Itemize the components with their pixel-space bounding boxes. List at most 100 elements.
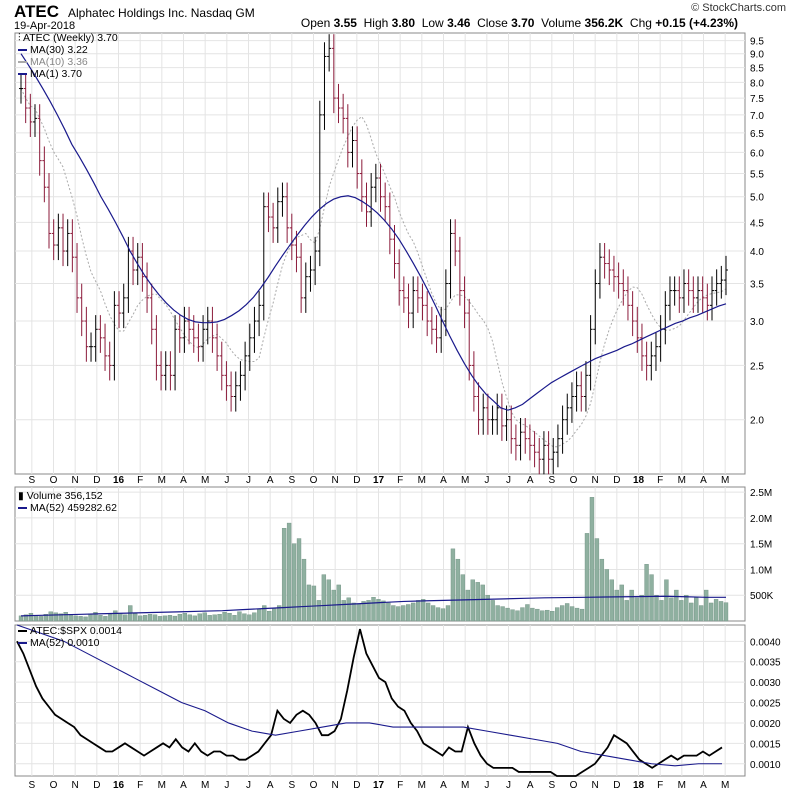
x-tick-label: O — [570, 780, 578, 791]
x-tick-label: 18 — [633, 780, 645, 791]
volume-bar — [406, 604, 411, 622]
volume-bar — [689, 602, 694, 622]
x-tick-label: O — [50, 475, 58, 486]
x-tick-label: S — [28, 780, 35, 791]
volume-bar — [540, 610, 545, 622]
volume-bar — [296, 538, 302, 622]
x-tick-label: J — [506, 475, 511, 486]
x-tick-label: 16 — [113, 780, 125, 791]
volume-bar — [192, 615, 197, 622]
volume-bar — [267, 611, 272, 622]
volume-bar — [480, 584, 485, 622]
y-tick-label: 0.0015 — [750, 739, 781, 750]
volume-bar — [272, 607, 277, 622]
brand-label[interactable]: © StockCharts.com — [691, 2, 786, 14]
y-tick-label: 4.5 — [750, 218, 764, 229]
volume-bar — [440, 608, 446, 622]
volume-bar — [574, 607, 580, 622]
y-tick-label: 0.0010 — [750, 760, 781, 771]
x-tick-label: A — [180, 780, 187, 791]
volume-bar — [182, 613, 188, 622]
volume-bar — [679, 600, 684, 622]
x-tick-label: A — [527, 475, 534, 486]
volume-bar — [669, 597, 674, 622]
volume-bar — [520, 607, 525, 622]
chart-header: ATEC Alphatec Holdings Inc. Nasdaq GM 19… — [0, 0, 800, 34]
volume-bar — [316, 600, 322, 622]
volume-bar — [654, 595, 659, 622]
volume-bar — [376, 599, 381, 622]
volume-bar — [485, 595, 490, 622]
volume-bar — [450, 548, 456, 622]
volume-bar — [38, 616, 44, 622]
x-tick-label: D — [353, 780, 360, 791]
volume-bar — [177, 614, 183, 622]
pane-frame-2 — [14, 624, 746, 777]
x-tick-label: D — [613, 780, 620, 791]
x-tick-label: M — [678, 475, 686, 486]
volume-bar — [157, 616, 163, 622]
volume-bar — [48, 611, 53, 622]
legend-volume: ▮ Volume 356,152 — [18, 490, 103, 502]
volume-bar — [257, 608, 262, 622]
volume-bar — [381, 600, 386, 622]
volume-bar — [699, 605, 704, 622]
volume-bar — [366, 600, 371, 622]
x-tick-label: A — [527, 780, 534, 791]
volume-bar — [500, 606, 505, 622]
volume-bar — [123, 614, 128, 622]
x-tick-label: A — [180, 475, 187, 486]
volume-bar — [555, 607, 560, 622]
x-tick-label: J — [484, 475, 489, 486]
y-tick-label: 7.0 — [750, 111, 764, 122]
volume-bar — [694, 597, 699, 622]
volume-bar — [351, 602, 356, 622]
ticker-symbol: ATEC — [14, 2, 60, 21]
x-tick-label: D — [353, 475, 360, 486]
legend-ma1: MA(1) 3.70 — [18, 68, 118, 80]
volume-bar — [619, 584, 624, 622]
volume-bar — [614, 589, 619, 622]
volume-bar — [425, 602, 431, 622]
volume-bar — [495, 605, 500, 622]
x-tick-label: S — [288, 475, 295, 486]
y-tick-label: 0.0040 — [750, 637, 781, 648]
legend-price: ⫶ ATEC (Weekly) 3.70 — [18, 32, 118, 44]
y-tick-label: 8.0 — [750, 78, 764, 89]
x-tick-label: J — [246, 780, 251, 791]
volume-bar — [232, 615, 237, 622]
x-tick-label: J — [224, 780, 229, 791]
volume-bar — [584, 533, 590, 622]
ratio-line — [16, 628, 723, 777]
volume-bar — [252, 612, 257, 622]
volume-bar — [98, 615, 103, 622]
volume-bar — [525, 604, 530, 622]
chart-date: 19-Apr-2018 — [14, 20, 76, 32]
volume-bar — [286, 522, 292, 622]
volume-bar — [306, 584, 312, 622]
volume-bar — [18, 615, 24, 622]
volume-bar — [515, 610, 520, 622]
volume-bar — [93, 612, 98, 622]
x-tick-label: A — [267, 475, 274, 486]
volume-bar — [281, 528, 287, 622]
volume-bar — [58, 613, 63, 622]
volume-bar — [113, 610, 118, 622]
volume-bar — [28, 613, 34, 622]
volume-bar — [545, 609, 550, 622]
x-tick-label: F — [657, 475, 663, 486]
volume-bar — [321, 574, 327, 622]
x-tick-label: O — [310, 475, 318, 486]
y-tick-label: 0.0035 — [750, 658, 781, 669]
volume-bar — [371, 597, 376, 622]
x-tick-label: M — [461, 780, 469, 791]
volume-bar — [564, 603, 570, 622]
y-tick-label: 8.5 — [750, 64, 764, 75]
volume-bar — [703, 589, 709, 622]
x-tick-label: J — [484, 780, 489, 791]
volume-bar — [510, 609, 515, 622]
volume-bar — [63, 612, 68, 622]
volume-bar — [147, 614, 153, 622]
x-tick-label: M — [418, 475, 426, 486]
